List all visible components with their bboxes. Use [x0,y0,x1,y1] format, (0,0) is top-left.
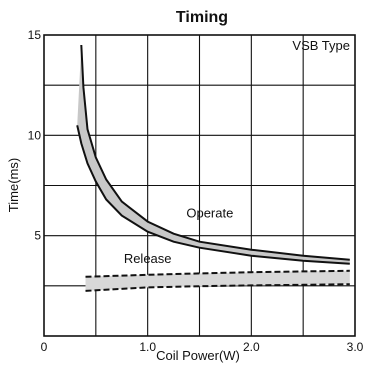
x-tick-label: 1.0 [139,340,156,354]
x-tick-label: 0 [41,340,48,354]
series-line-operate-lower [76,125,350,265]
y-tick-label: 10 [28,128,42,142]
series-line-release-lower [85,283,350,292]
series-label-operate: Operate [186,206,233,221]
x-axis-title: Coil Power(W) [156,348,240,363]
series-bands [77,45,350,291]
chart-title: Timing [176,9,228,26]
plot-frame [43,34,356,337]
y-tick-label: 15 [28,28,42,42]
y-axis-title: Time(ms) [6,158,21,212]
series-label-group: Operate Release [124,206,234,266]
chart-annotation: VSB Type [292,38,350,53]
series-lines [76,44,350,292]
y-tick-labels: 5 10 15 [28,28,42,243]
series-line-operate-upper [80,44,350,261]
x-tick-label: 2.0 [243,340,260,354]
x-tick-labels: 0 1.0 2.0 3.0 [41,340,364,354]
y-tick-label: 5 [34,229,41,243]
series-label-release: Release [124,251,172,266]
series-band-release [85,270,350,291]
x-tick-label: 3.0 [347,340,364,354]
series-band-operate [77,45,350,264]
series-line-release-upper [85,269,350,278]
